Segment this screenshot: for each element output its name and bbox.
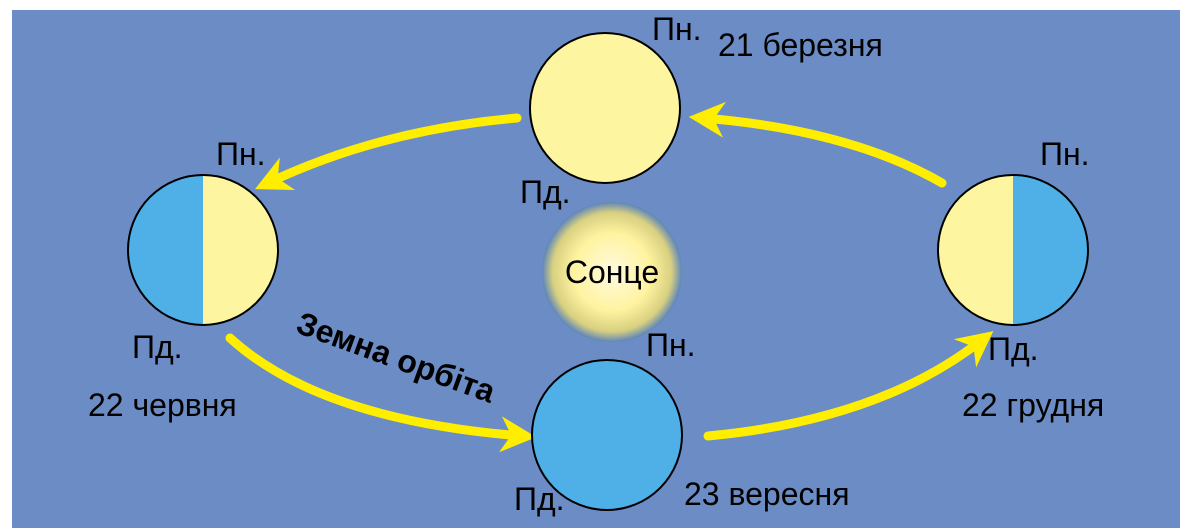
date-label: 22 грудня bbox=[962, 387, 1104, 423]
date-label: 21 березня bbox=[718, 27, 883, 63]
date-label: 22 червня bbox=[88, 387, 237, 423]
south-label: Пд. bbox=[132, 329, 183, 365]
south-label: Пд. bbox=[514, 481, 565, 517]
north-label: Пн. bbox=[216, 136, 266, 172]
south-label: Пд. bbox=[988, 331, 1039, 367]
north-label: Пн. bbox=[652, 11, 702, 47]
north-label: Пн. bbox=[1040, 136, 1090, 172]
north-label: Пн. bbox=[646, 327, 696, 363]
date-label: 23 вересня bbox=[684, 476, 850, 512]
diagram: Сонце Пн. 21 березня Пд. Пн. Пд. 22 черв… bbox=[0, 0, 1191, 528]
sun-label: Сонце bbox=[565, 254, 659, 290]
south-label: Пд. bbox=[520, 174, 571, 210]
